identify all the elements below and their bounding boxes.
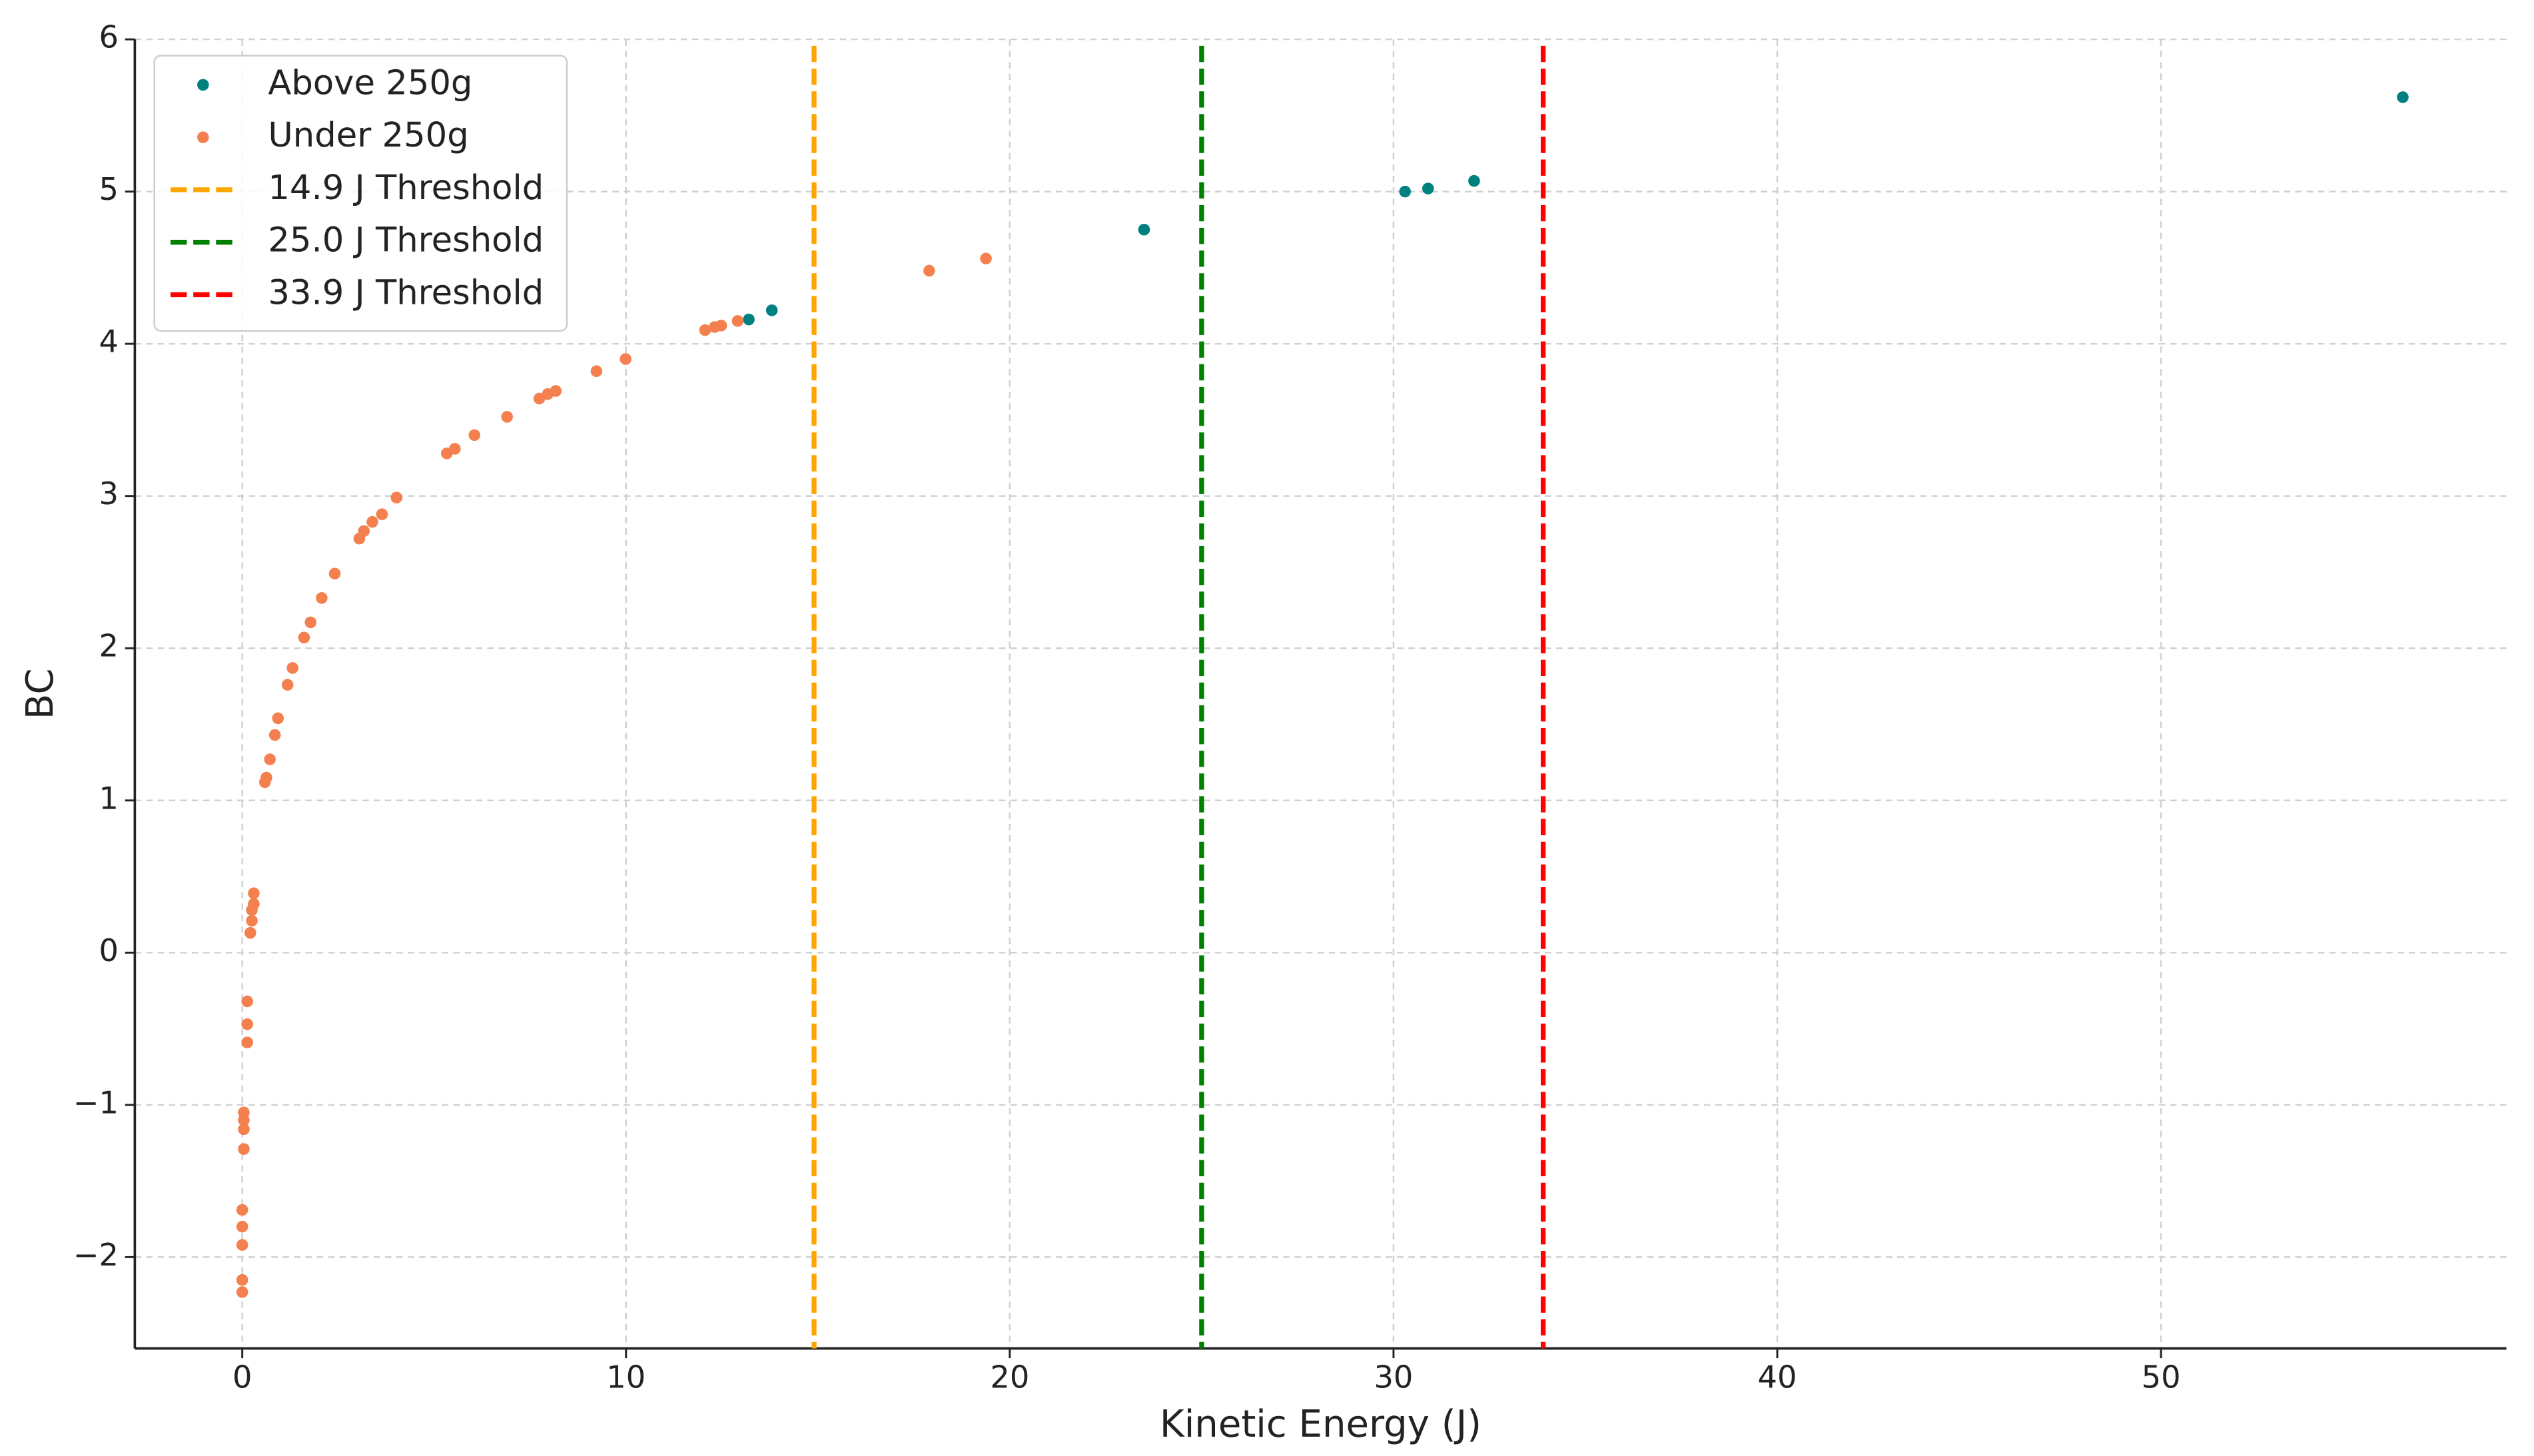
point: [328, 567, 341, 580]
point: [298, 631, 310, 644]
point: [731, 315, 744, 327]
point: [590, 365, 603, 378]
point: [241, 1018, 253, 1030]
point: [236, 1239, 248, 1251]
legend-text: 33.9 J Threshold: [268, 272, 544, 312]
point: [241, 1036, 253, 1048]
legend-text: 14.9 J Threshold: [268, 168, 544, 208]
point: [980, 252, 992, 264]
x-axis-label: Kinetic Energy (J): [1160, 1403, 1481, 1446]
point: [268, 729, 281, 741]
point: [236, 1204, 248, 1216]
point: [244, 926, 256, 939]
legend-box: [153, 55, 568, 332]
y-tick-label: 4: [99, 324, 119, 360]
y-tick-label: 2: [99, 628, 119, 664]
point: [501, 411, 513, 423]
y-axis-label: BC: [19, 668, 62, 719]
point: [238, 1123, 250, 1136]
point: [620, 353, 632, 365]
point: [1468, 175, 1480, 187]
x-tick-label: 40: [1758, 1359, 1797, 1395]
y-tick-label: 1: [99, 780, 119, 816]
y-tick-label: −1: [73, 1084, 119, 1120]
legend-text: 25.0 J Threshold: [268, 220, 544, 260]
point: [743, 313, 755, 326]
legend-text: Above 250g: [268, 63, 472, 103]
x-tick-label: 10: [606, 1359, 645, 1395]
y-tick-label: 3: [99, 476, 119, 512]
legend-text: Under 250g: [268, 115, 468, 155]
x-tick-label: 30: [1374, 1359, 1413, 1395]
point: [390, 492, 403, 504]
point: [376, 508, 388, 520]
point: [241, 995, 253, 1008]
point: [248, 887, 260, 899]
point: [358, 525, 370, 538]
y-tick-label: 5: [99, 171, 119, 207]
x-tick-label: 0: [232, 1359, 252, 1395]
point: [316, 592, 328, 604]
point: [449, 443, 461, 455]
point: [236, 1220, 248, 1233]
point: [236, 1286, 248, 1298]
point: [923, 264, 935, 277]
point: [468, 429, 480, 442]
legend-marker: [197, 79, 209, 91]
point: [2397, 91, 2409, 103]
point: [765, 304, 778, 316]
point: [236, 1274, 248, 1286]
y-tick-label: 6: [99, 19, 119, 55]
point: [272, 712, 284, 725]
point: [366, 516, 378, 528]
point: [1138, 223, 1150, 236]
point: [286, 662, 298, 674]
legend-marker: [197, 131, 209, 143]
point: [238, 1143, 250, 1155]
point: [304, 616, 317, 629]
point: [264, 753, 276, 765]
point: [1399, 185, 1411, 198]
point: [715, 319, 727, 332]
point: [281, 679, 294, 691]
point: [248, 898, 260, 910]
point: [1422, 182, 1434, 194]
x-tick-label: 20: [990, 1359, 1029, 1395]
point: [260, 771, 272, 784]
point: [550, 385, 562, 397]
point: [238, 1106, 250, 1119]
x-tick-label: 50: [2142, 1359, 2181, 1395]
point: [699, 324, 711, 336]
legend: Above 250g Under 250g 14.9 J Threshold 25.0…: [153, 55, 568, 332]
y-tick-label: −2: [73, 1237, 119, 1273]
y-tick-label: 0: [99, 932, 119, 968]
point: [246, 914, 258, 927]
